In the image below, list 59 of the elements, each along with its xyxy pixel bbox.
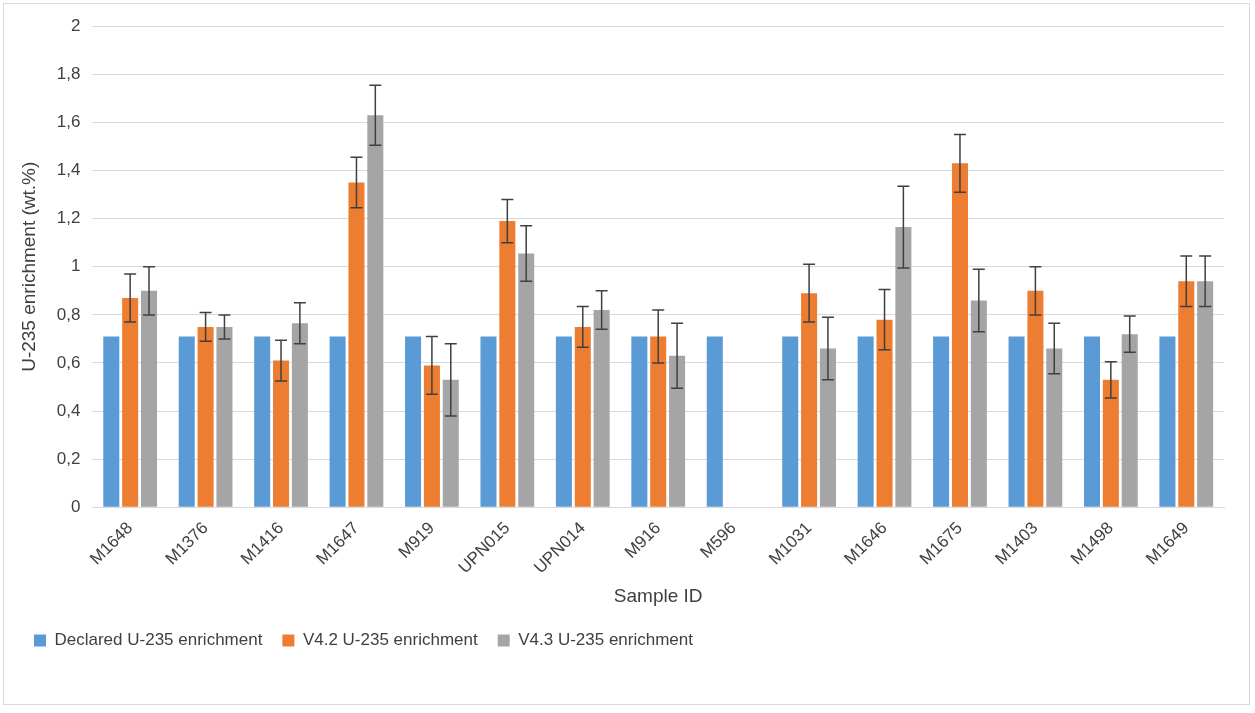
bar <box>1027 290 1044 507</box>
bar <box>518 253 535 507</box>
y-tick-label: 2 <box>70 15 81 35</box>
bar <box>178 336 195 507</box>
bar <box>593 310 610 507</box>
bar <box>405 336 422 507</box>
y-tick-label: 0,2 <box>56 448 81 468</box>
bar <box>254 336 271 507</box>
bar <box>1197 281 1214 507</box>
bar <box>574 326 591 507</box>
bar <box>801 293 818 507</box>
bar <box>348 182 365 507</box>
y-tick-label: 1,8 <box>56 64 81 83</box>
bar <box>706 336 723 507</box>
bar <box>329 336 346 507</box>
bar <box>631 336 648 507</box>
bar <box>1083 336 1100 507</box>
bar <box>1121 334 1138 507</box>
y-tick-label: 1 <box>70 256 81 276</box>
bar <box>367 115 384 507</box>
y-tick-label: 0,8 <box>56 304 81 324</box>
bar <box>951 163 968 507</box>
bar <box>1008 336 1025 507</box>
bar <box>442 379 459 507</box>
bar <box>876 319 893 507</box>
bar <box>499 221 516 507</box>
bar <box>216 326 233 507</box>
y-tick-label: 1,2 <box>56 208 81 228</box>
bar <box>650 336 667 507</box>
y-axis-title: U-235 enrichment (wt.%) <box>17 161 39 372</box>
bar <box>819 348 836 507</box>
bar <box>1178 281 1195 507</box>
bar <box>1159 336 1176 507</box>
y-tick-label: 0 <box>70 497 81 517</box>
bar <box>857 336 874 507</box>
bar <box>1102 379 1119 507</box>
bar <box>970 300 987 507</box>
bar <box>1046 348 1063 507</box>
y-tick-label: 1,6 <box>56 112 81 132</box>
bar <box>197 326 214 507</box>
bar <box>782 336 799 507</box>
legend-label: Declared U-235 enrichment <box>54 630 263 650</box>
y-tick-label: 0,6 <box>56 352 81 372</box>
y-tick-label: 1,4 <box>56 160 81 180</box>
bar <box>669 355 686 507</box>
bar <box>480 336 497 507</box>
legend-label: V4.3 U-235 enrichment <box>518 630 694 650</box>
bar <box>291 323 308 507</box>
bar <box>122 298 139 507</box>
legend-label: V4.2 U-235 enrichment <box>302 630 478 650</box>
bar <box>141 290 158 507</box>
bar <box>103 336 120 507</box>
bar <box>273 360 290 507</box>
bar <box>895 227 912 507</box>
bar <box>933 336 950 507</box>
x-axis-title: Sample ID <box>613 584 703 606</box>
y-tick-label: 0,4 <box>56 400 81 420</box>
bar <box>555 336 572 507</box>
bar <box>423 365 440 507</box>
